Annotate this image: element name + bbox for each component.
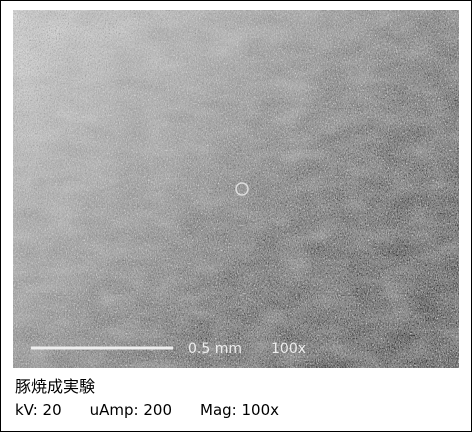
sem-image: 0.5 mm 100x [13,10,459,368]
caption-field: kV: 20 [15,401,62,419]
screenshot: 0.5 mm 100x 豚焼成実験 kV: 20 uAmp: 200 Mag: … [0,0,472,432]
scale-bar-label: 0.5 mm [188,341,242,357]
caption-field: Mag: 100x [200,401,279,419]
magnification-label: 100x [271,341,306,357]
caption-field: uAmp: 200 [90,401,172,419]
caption-fields: kV: 20 uAmp: 200 Mag: 100x [15,401,279,419]
caption-title: 豚焼成実験 [15,373,95,397]
